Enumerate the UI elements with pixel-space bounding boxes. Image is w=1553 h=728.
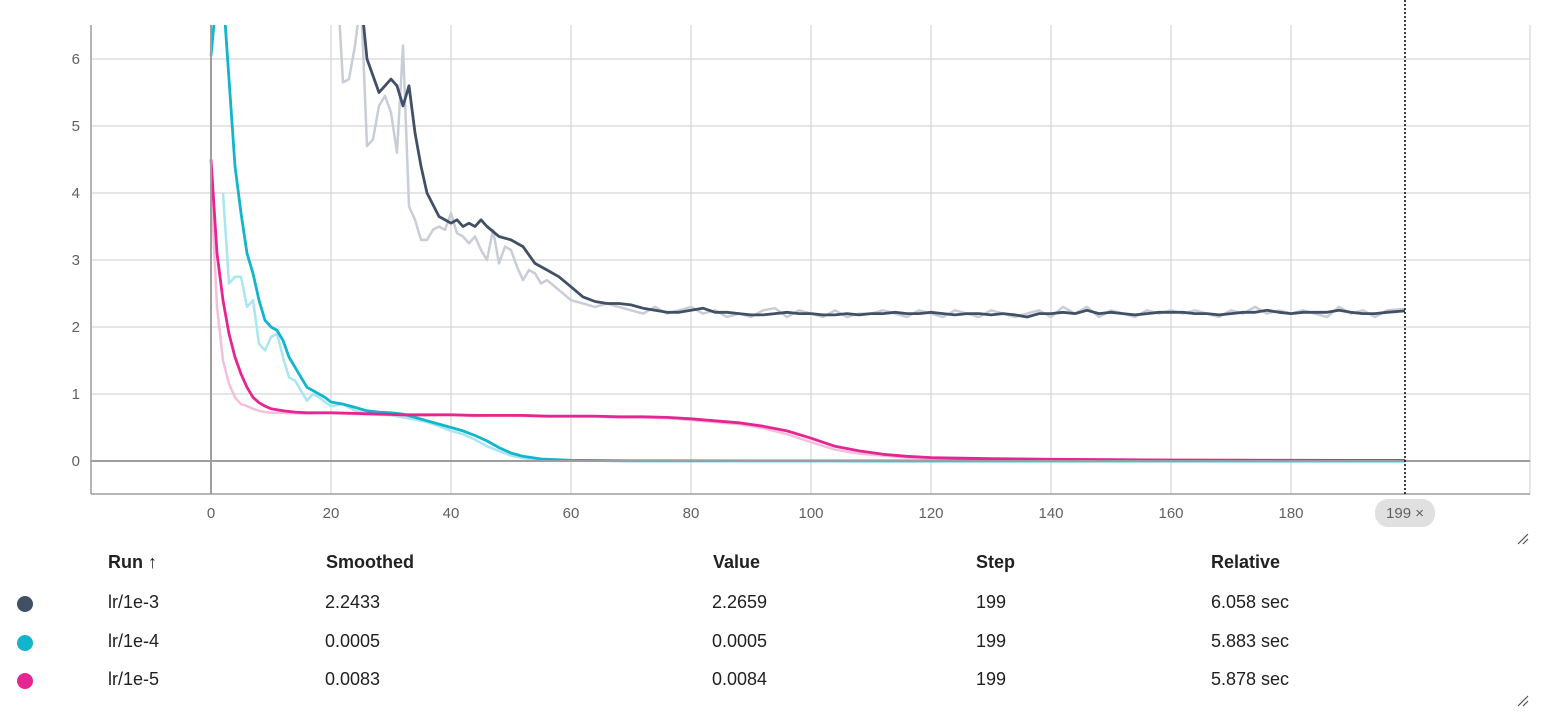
x-tick-label: 180 (1278, 505, 1303, 522)
x-tick-label: 0 (207, 505, 215, 522)
series-smoothed-line (209, 25, 1405, 463)
x-tick-label: 140 (1038, 505, 1063, 522)
series-raw-line (221, 192, 1405, 463)
x-tick-label: 160 (1158, 505, 1183, 522)
y-tick-label: 5 (72, 118, 80, 135)
relative-time: 5.878 sec (1211, 669, 1290, 689)
run-name: lr/1e-4 (108, 631, 160, 651)
smoothed-series-lines (209, 25, 1406, 463)
series-raw-line (209, 186, 1405, 462)
raw-value: 0.0005 (712, 631, 768, 651)
grid-lines (91, 25, 1531, 494)
header-run[interactable]: Run ↑ (108, 552, 157, 572)
hover-step-label: 199 × (1386, 505, 1424, 522)
relative-time: 5.883 sec (1211, 631, 1290, 651)
hover-step-badge[interactable]: 199 × (1375, 499, 1435, 527)
y-tick-label: 4 (72, 185, 80, 202)
axes (90, 25, 1530, 495)
x-tick-label: 40 (443, 505, 460, 522)
x-tick-label: 80 (683, 505, 700, 522)
x-tick-label: 60 (563, 505, 580, 522)
step-value: 199 (976, 669, 1007, 689)
raw-value: 2.2659 (712, 592, 768, 612)
x-tick-label: 120 (918, 505, 943, 522)
x-tick-label: 100 (798, 505, 823, 522)
raw-value: 0.0084 (712, 669, 768, 689)
y-tick-label: 6 (72, 51, 80, 68)
series-smoothed-line (362, 25, 1406, 319)
y-tick-label: 3 (72, 252, 80, 269)
run-name: lr/1e-3 (108, 592, 160, 612)
run-color-dot (17, 635, 33, 651)
series-smoothed-line (209, 159, 1405, 462)
smoothed-value: 0.0005 (325, 631, 381, 651)
resize-handle-icon[interactable] (1516, 694, 1530, 708)
y-tick-label: 0 (72, 453, 80, 470)
raw-series-lines (209, 25, 1406, 463)
step-value: 199 (976, 592, 1007, 612)
y-tick-label: 1 (72, 386, 80, 403)
header-smoothed[interactable]: Smoothed (326, 552, 414, 572)
run-color-dot (17, 596, 33, 612)
run-color-dot (17, 673, 33, 689)
header-relative[interactable]: Relative (1211, 552, 1281, 572)
step-value: 199 (976, 631, 1007, 651)
smoothed-value: 2.2433 (325, 592, 381, 612)
header-step[interactable]: Step (976, 552, 1016, 572)
header-value[interactable]: Value (713, 552, 761, 572)
y-tick-label: 2 (72, 319, 80, 336)
series-raw-line (338, 25, 1406, 319)
smoothed-value: 0.0083 (325, 669, 381, 689)
resize-handle-icon[interactable] (1516, 532, 1530, 546)
relative-time: 6.058 sec (1211, 592, 1290, 612)
run-name: lr/1e-5 (108, 669, 160, 689)
x-tick-label: 20 (323, 505, 340, 522)
